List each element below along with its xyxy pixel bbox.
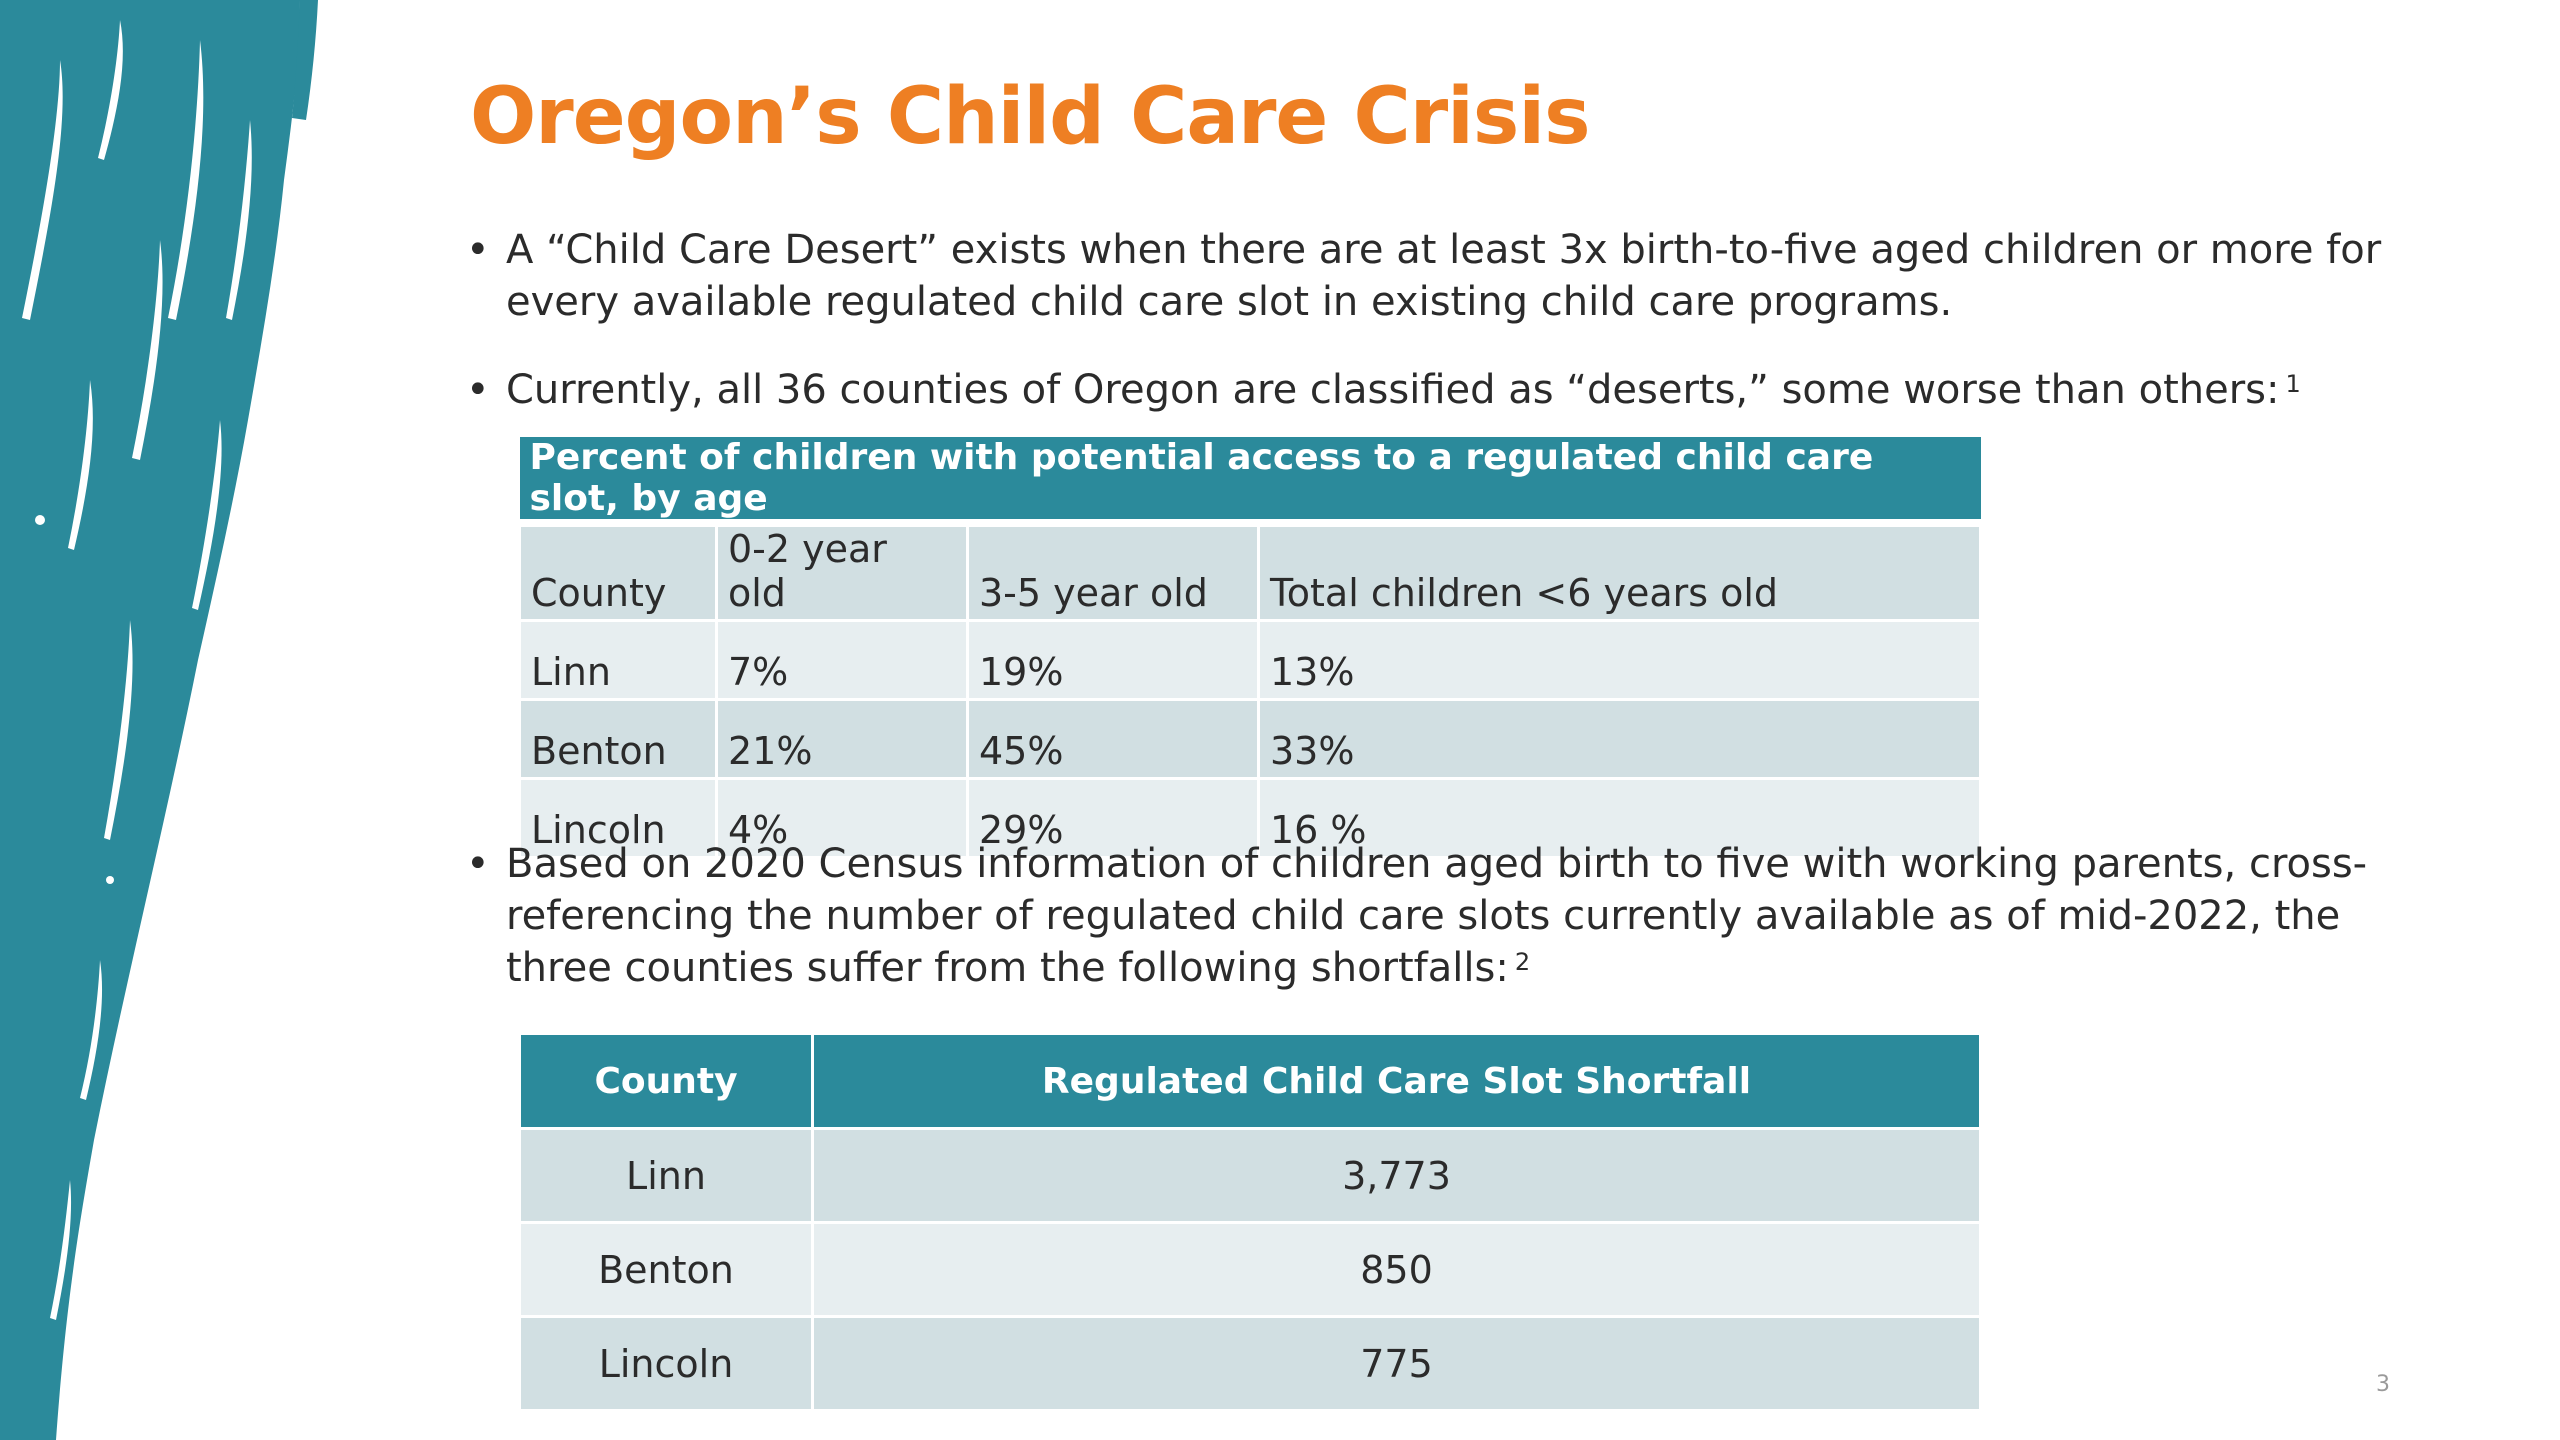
value-cell: 13%: [1257, 619, 1982, 701]
county-cell: Lincoln: [518, 1315, 814, 1412]
column-header: County: [518, 1032, 814, 1130]
table-row: Linn 3,773: [518, 1127, 1982, 1224]
column-header: Total children <6 years old: [1257, 521, 1982, 622]
value-cell: 850: [811, 1221, 1982, 1318]
column-header: County: [518, 521, 718, 622]
slot-shortfall-table: County Regulated Child Care Slot Shortfa…: [518, 1032, 1982, 1412]
page-number: 3: [2376, 1372, 2390, 1397]
value-cell: 4%: [715, 777, 969, 859]
table-header-row: County Regulated Child Care Slot Shortfa…: [518, 1032, 1982, 1130]
bullet-text: Currently, all 36 counties of Oregon are…: [506, 367, 2280, 413]
bullet-text: Based on 2020 Census information of chil…: [506, 841, 2368, 991]
value-cell: 3,773: [811, 1127, 1982, 1224]
footnote-ref: 2: [1514, 948, 1531, 976]
slide-title: Oregon’s Child Care Crisis: [470, 72, 1591, 162]
footnote-ref: 1: [2285, 370, 2301, 398]
county-cell: Linn: [518, 1127, 814, 1224]
table-header-row: County 0-2 year old 3-5 year old Total c…: [518, 521, 1982, 622]
value-cell: 45%: [966, 698, 1260, 780]
column-header: 3-5 year old: [966, 521, 1260, 622]
table-row: Linn 7% 19% 13%: [518, 619, 1982, 701]
bullet-desert-definition: • A “Child Care Desert” exists when ther…: [466, 224, 2386, 328]
table-row: Benton 21% 45% 33%: [518, 698, 1982, 780]
decorative-brush-stroke: [0, 0, 318, 1440]
table-row: Benton 850: [518, 1221, 1982, 1318]
value-cell: 21%: [715, 698, 969, 780]
bullet-census-shortfall: • Based on 2020 Census information of ch…: [466, 838, 2386, 994]
bullet-dot: •: [466, 367, 490, 413]
value-cell: 19%: [966, 619, 1260, 701]
county-cell: Benton: [518, 1221, 814, 1318]
table-row: Lincoln 775: [518, 1315, 1982, 1412]
county-cell: Benton: [518, 698, 718, 780]
column-header: Regulated Child Care Slot Shortfall: [811, 1032, 1982, 1130]
value-cell: 7%: [715, 619, 969, 701]
county-cell: Linn: [518, 619, 718, 701]
access-percent-table: Percent of children with potential acces…: [518, 437, 1982, 859]
value-cell: 29%: [966, 777, 1260, 859]
value-cell: 775: [811, 1315, 1982, 1412]
table-caption: Percent of children with potential acces…: [519, 437, 1981, 527]
bullet-dot: •: [466, 227, 490, 273]
value-cell: 16 %: [1257, 777, 1982, 859]
column-header: 0-2 year old: [715, 521, 969, 622]
table-row: Lincoln 4% 29% 16 %: [518, 777, 1982, 859]
bullet-dot: •: [466, 841, 490, 887]
bullet-counties-deserts: • Currently, all 36 counties of Oregon a…: [466, 364, 2386, 416]
county-cell: Lincoln: [518, 777, 718, 859]
bullet-text: A “Child Care Desert” exists when there …: [506, 227, 2382, 325]
value-cell: 33%: [1257, 698, 1982, 780]
